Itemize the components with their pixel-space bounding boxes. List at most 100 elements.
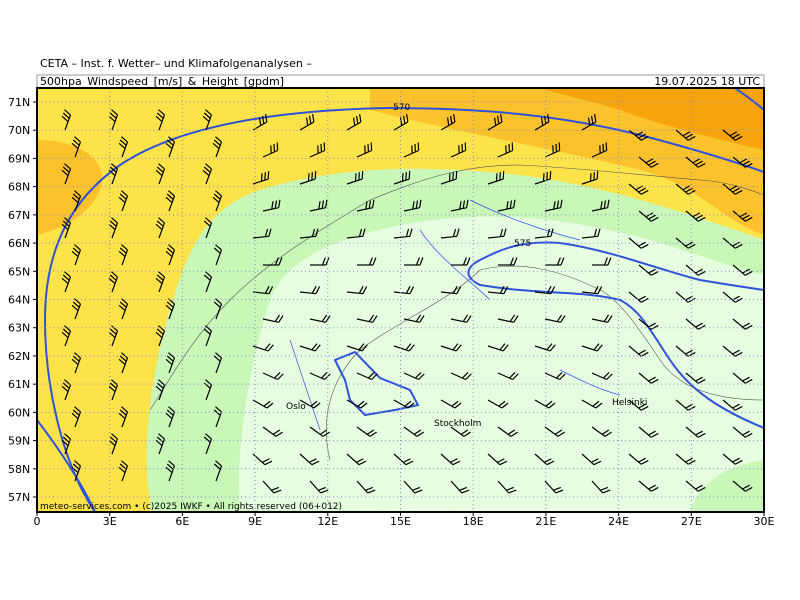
barb-staff [685,372,699,384]
barb-flag [273,489,282,494]
barb-staff [534,291,551,295]
barb-flag [648,430,656,436]
barb-flag [497,458,505,463]
barb-flag [109,436,117,443]
barb-flag [61,439,69,447]
barb-flag [215,460,222,467]
barb-flag [111,325,118,332]
barb-flag [264,285,270,294]
barb-flag [71,250,79,258]
barb-flag [213,193,221,200]
barb-flag [308,115,312,124]
barb-staff [685,426,699,438]
wind-barb [534,114,550,131]
barb-staff [780,319,792,329]
barb-staff [205,384,213,401]
barb-flag [697,270,706,276]
barb-flag [732,187,740,193]
barb-flag [278,257,283,266]
barb-staff [591,372,607,381]
barb-flag [203,112,211,119]
barb-flag [155,115,163,123]
wind-barb [450,199,469,212]
barb-flag [156,112,164,119]
barb-flag [596,344,603,352]
lat-label: 71N [8,96,30,109]
wind-barb [440,285,462,295]
barb-flag [165,196,173,204]
barb-staff [450,426,465,437]
wind-barb [780,157,799,167]
barb-flag [165,412,173,420]
barb-staff [346,345,363,352]
barb-flag [782,352,789,356]
wind-barb [252,399,274,409]
wind-zone-light-green [239,216,764,512]
wind-barb [108,379,119,401]
wind-barb [118,190,129,212]
barb-flag [732,457,740,463]
wind-barb [155,109,166,131]
barb-staff [262,207,279,212]
barb-staff [770,184,782,194]
barb-flag [734,243,743,249]
barb-staff [534,121,550,131]
barb-flag [108,223,116,231]
wind-barb [403,142,420,158]
wind-barb [403,199,422,212]
barb-flag [118,304,126,312]
barb-staff [168,141,176,158]
barb-flag [792,163,799,167]
barb-staff [356,426,371,437]
barb-staff [638,264,652,276]
barb-flag [607,315,613,323]
barb-flag [782,190,789,194]
barb-flag [365,201,368,210]
barb-flag [372,257,377,266]
barb-flag [71,466,79,474]
barb-staff [74,249,82,266]
barb-staff [544,149,560,158]
wind-barb [71,352,82,374]
barb-flag [168,460,175,467]
map-area [37,88,799,512]
barb-staff [74,195,82,212]
barb-staff [111,384,119,401]
barb-staff [440,235,457,239]
valid-time: 19.07.2025 18 UTC [654,75,760,88]
barb-flag [606,373,613,380]
barb-flag [404,400,412,407]
wind-barb [61,325,72,347]
barb-flag [358,343,365,351]
barb-flag [166,139,174,146]
wind-barb [108,109,119,131]
barb-staff [450,372,466,381]
barb-flag [202,169,210,177]
wind-barb [203,433,213,455]
city-label: Oslo [286,402,306,412]
barb-flag [155,385,163,393]
barb-flag [111,433,118,440]
wind-barb [545,257,565,266]
barb-flag [403,458,411,463]
barb-flag [777,186,784,190]
barb-staff [780,157,792,167]
barb-staff [205,114,213,131]
barb-staff [628,291,642,303]
barb-flag [729,185,738,191]
barb-staff [158,330,166,347]
wind-barb [780,265,799,275]
barb-staff [252,345,269,352]
barb-flag [362,228,366,237]
barb-flag [166,409,174,416]
lon-label: 6E [175,515,189,528]
barb-flag [597,286,603,294]
barb-staff [685,210,699,222]
barb-flag [732,241,740,247]
barb-flag [166,355,174,362]
barb-flag [158,433,165,440]
barb-staff [440,453,454,466]
barb-flag [597,228,601,237]
barb-staff [158,384,166,401]
barb-flag [742,214,750,220]
